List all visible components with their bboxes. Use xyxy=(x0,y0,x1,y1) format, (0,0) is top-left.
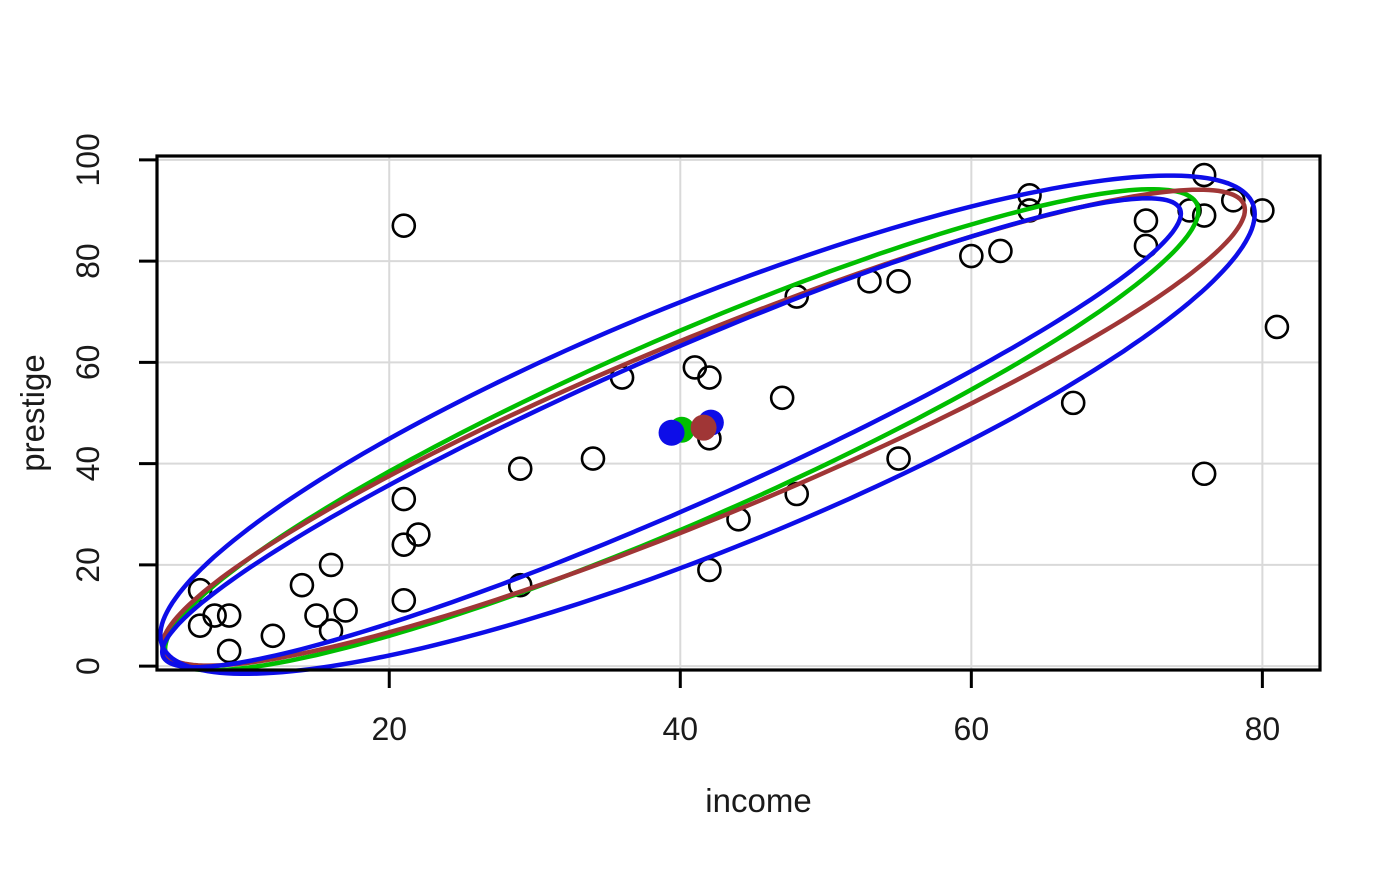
scatter-point xyxy=(769,385,795,411)
x-tick-label: 80 xyxy=(1245,711,1281,747)
robust-blue-center xyxy=(658,419,685,446)
x-tick-label: 60 xyxy=(954,711,990,747)
scatter-point xyxy=(886,446,911,471)
scatter-point xyxy=(580,446,606,471)
scatter-point xyxy=(507,456,533,481)
classical-blue-ellipse xyxy=(158,173,1257,677)
scatter-point xyxy=(333,598,358,623)
scatter-point xyxy=(216,638,242,664)
scatter-point xyxy=(1264,314,1290,340)
scatter-point xyxy=(391,532,417,557)
scatter-point xyxy=(202,603,227,628)
scatter-point xyxy=(304,603,329,628)
scatter-point xyxy=(391,588,417,613)
scatter-point xyxy=(216,603,242,628)
x-tick-label: 20 xyxy=(371,711,407,747)
y-tick-label: 80 xyxy=(70,243,106,279)
plot-box xyxy=(155,154,1322,672)
scatter-point xyxy=(1220,188,1246,213)
y-tick-label: 100 xyxy=(70,133,106,186)
scatter-point xyxy=(1133,208,1159,233)
y-tick-label: 60 xyxy=(70,345,106,381)
y-tick-label: 40 xyxy=(70,446,106,482)
scatter-point xyxy=(1060,390,1086,416)
x-tick-label: 40 xyxy=(662,711,698,747)
scatter-point xyxy=(988,238,1013,264)
robust-brown-center xyxy=(690,414,717,441)
scatter-point xyxy=(959,243,984,269)
scatter-point xyxy=(507,572,533,598)
scatter-point xyxy=(318,552,344,578)
robust-blue-ellipse xyxy=(159,196,1184,670)
scatter-point xyxy=(391,486,417,512)
y-tick-label: 0 xyxy=(70,657,106,675)
scatter-point xyxy=(886,269,911,294)
scatter-point xyxy=(391,213,417,238)
scatter-point xyxy=(1191,203,1217,228)
scatter-point xyxy=(682,355,708,380)
y-axis-title: prestige xyxy=(14,354,51,471)
y-tick-label: 20 xyxy=(70,547,106,583)
scatter-point xyxy=(260,623,286,649)
scatter-point xyxy=(289,572,315,598)
scatter-point xyxy=(1250,198,1275,223)
x-axis-title: income xyxy=(705,782,811,819)
scatter-point xyxy=(1191,461,1217,487)
